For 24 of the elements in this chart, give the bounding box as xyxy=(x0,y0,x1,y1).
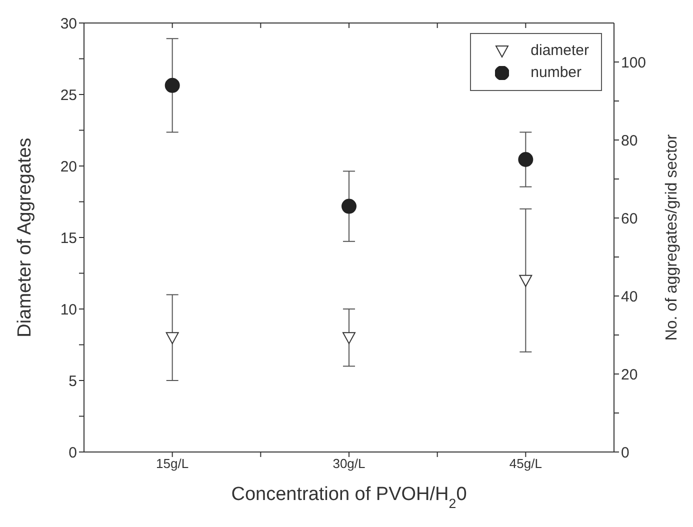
y2-tick-label: 40 xyxy=(621,288,638,306)
y-tick-label: 15 xyxy=(60,230,77,247)
y-tick-label: 0 xyxy=(68,444,77,462)
y-tick-label: 5 xyxy=(68,372,77,390)
y-tick-label: 20 xyxy=(60,158,77,176)
legend-label: number xyxy=(530,63,582,83)
y2-tick-label: 20 xyxy=(621,366,638,384)
x-tick-label: 45g/L xyxy=(509,456,542,472)
point xyxy=(164,78,180,93)
y2-tick-label: 0 xyxy=(621,444,630,462)
x-tick-label: 30g/L xyxy=(332,456,366,472)
y-tick-label: 10 xyxy=(60,301,77,318)
x-axis-title: Concentration of PVOH/H$_{2}$0 xyxy=(231,484,467,510)
point xyxy=(342,198,356,214)
y2-tick-label: 60 xyxy=(621,210,638,228)
point xyxy=(518,152,534,167)
y-tick-label: 25 xyxy=(60,86,77,104)
x-tick-label: 15g/L xyxy=(156,456,189,472)
y2-tick-label: 100 xyxy=(621,54,646,72)
y2-axis-title: No. of aggregates/grid sector xyxy=(664,134,681,341)
y-tick-label: 30 xyxy=(60,15,77,32)
legend-label: diameter xyxy=(530,41,589,61)
y-axis-title: Diameter of Aggregates xyxy=(14,138,36,338)
y2-tick-label: 80 xyxy=(621,132,638,150)
